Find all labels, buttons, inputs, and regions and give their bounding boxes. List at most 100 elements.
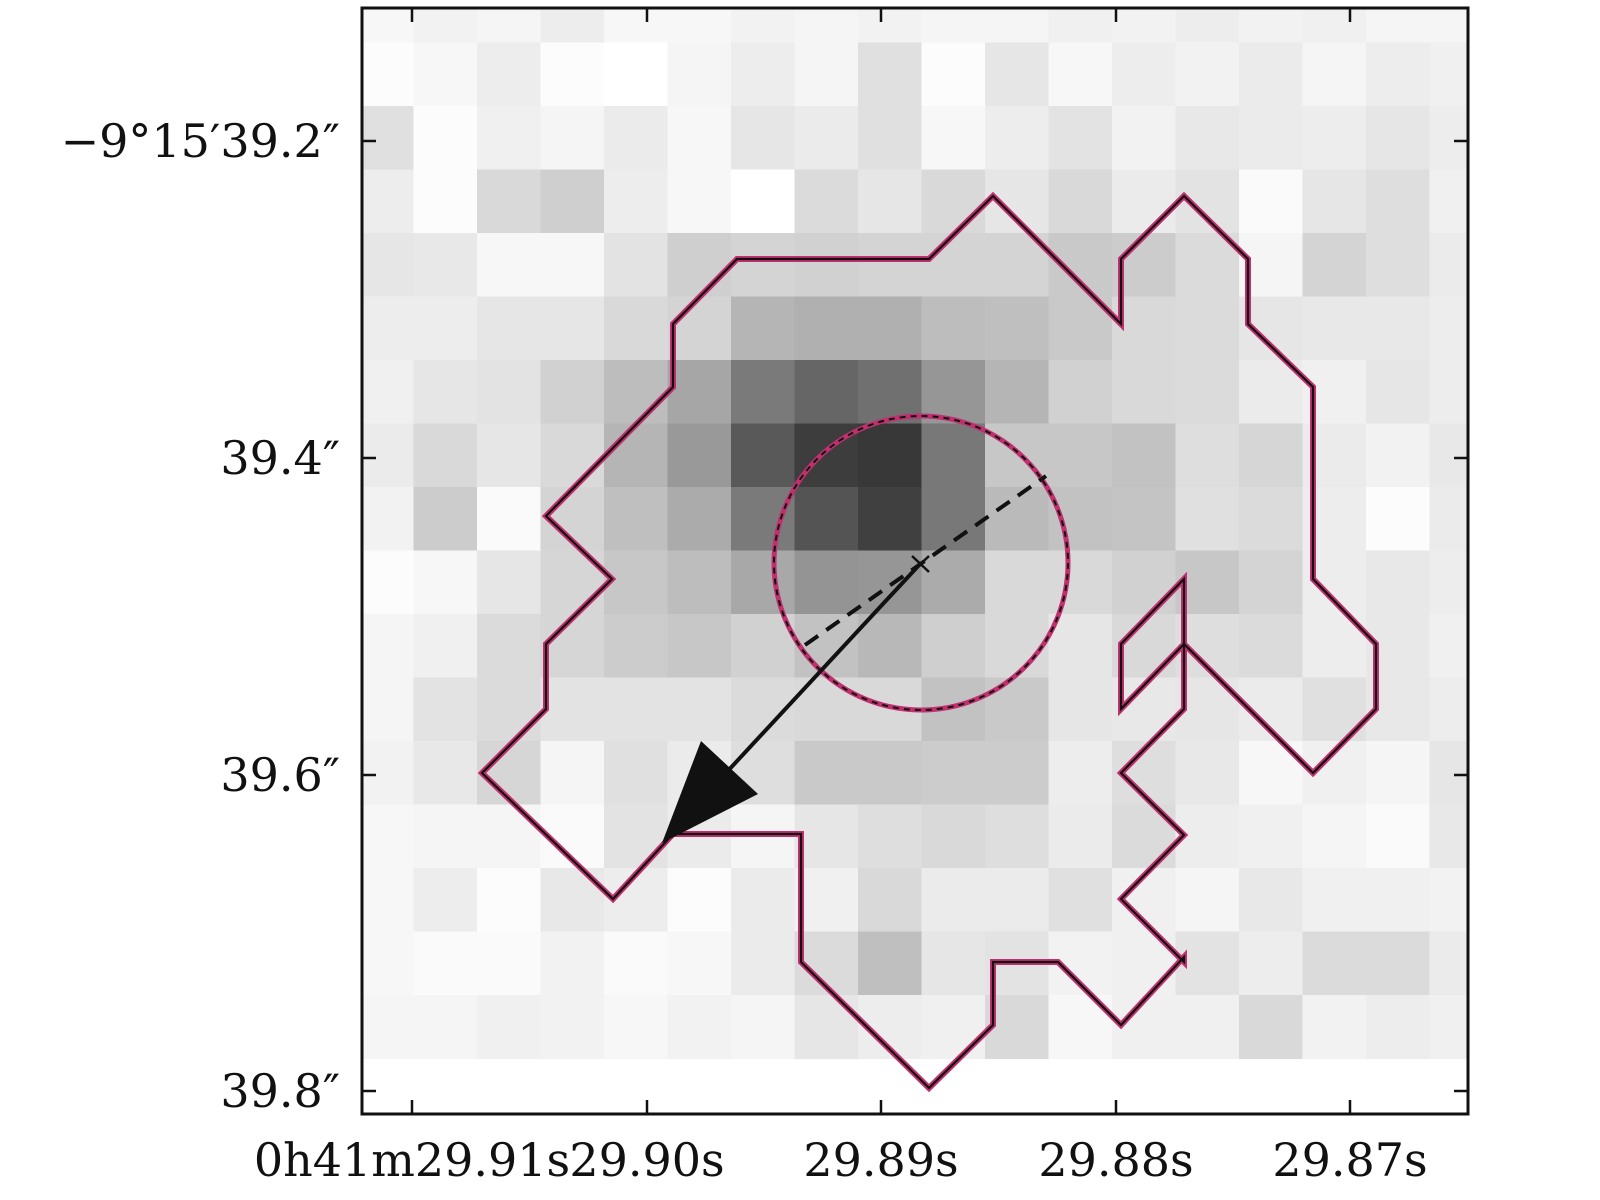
image-pixel — [540, 677, 605, 742]
image-pixel — [858, 550, 923, 615]
image-pixel — [794, 995, 859, 1060]
image-pixel — [1366, 233, 1431, 298]
image-pixel — [1302, 42, 1367, 107]
y-tick-label-0: −9°15′39.2″ — [61, 114, 340, 168]
image-pixel — [1429, 804, 1468, 869]
image-pixel — [1366, 106, 1431, 171]
image-pixel — [731, 169, 796, 234]
image-pixel — [1366, 550, 1431, 615]
image-pixel — [604, 550, 669, 615]
image-pixel — [731, 931, 796, 996]
image-pixel — [1366, 931, 1431, 996]
image-pixel — [1429, 106, 1468, 171]
y-tick-label-2: 39.6″ — [220, 748, 340, 802]
image-pixel — [985, 360, 1050, 425]
image-pixel — [985, 8, 1050, 44]
direction-arrow — [662, 561, 923, 843]
image-pixel — [540, 106, 605, 171]
image-pixel — [921, 423, 986, 488]
image-pixel — [604, 487, 669, 552]
image-pixel — [858, 614, 923, 679]
image-pixel — [1429, 423, 1468, 488]
image-pixel — [921, 931, 986, 996]
image-pixel — [858, 42, 923, 107]
image-pixel — [413, 550, 478, 615]
image-pixel — [731, 423, 796, 488]
image-pixel — [731, 487, 796, 552]
image-pixel — [1429, 233, 1468, 298]
image-pixel — [667, 8, 732, 44]
image-pixel — [858, 169, 923, 234]
image-pixel — [1239, 614, 1304, 679]
direction-arrow-shaft — [723, 561, 923, 776]
image-pixel — [1429, 741, 1468, 806]
image-pixel — [1429, 296, 1468, 361]
image-pixel — [1239, 804, 1304, 869]
image-pixel — [858, 423, 923, 488]
image-pixel — [794, 8, 859, 44]
image-pixel — [477, 931, 542, 996]
image-pixel — [540, 42, 605, 107]
image-pixel — [794, 360, 859, 425]
image-pixel — [1048, 804, 1113, 869]
image-pixel — [1048, 42, 1113, 107]
image-pixel — [1239, 487, 1304, 552]
image-pixel — [858, 931, 923, 996]
image-pixel — [921, 296, 986, 361]
image-pixel — [1175, 868, 1240, 933]
image-pixel — [413, 360, 478, 425]
image-pixel — [731, 868, 796, 933]
image-pixel — [540, 233, 605, 298]
image-pixel — [477, 868, 542, 933]
image-pixel — [794, 42, 859, 107]
image-pixel — [1239, 8, 1304, 44]
image-pixel — [540, 614, 605, 679]
image-pixel — [413, 741, 478, 806]
image-pixel — [540, 931, 605, 996]
x-tick-label-2: 29.89s — [803, 1133, 958, 1187]
image-pixel — [731, 42, 796, 107]
image-pixel — [985, 868, 1050, 933]
image-pixel — [477, 233, 542, 298]
image-pixel — [413, 804, 478, 869]
image-pixel — [731, 550, 796, 615]
image-pixel — [1366, 487, 1431, 552]
image-pixel — [1048, 106, 1113, 171]
image-pixel — [413, 931, 478, 996]
image-pixel — [1302, 995, 1367, 1060]
image-pixel — [362, 931, 415, 996]
aperture-circle — [771, 413, 1071, 713]
image-pixel — [1048, 360, 1113, 425]
aperture-circle-inner — [773, 415, 1069, 711]
image-pixel — [1175, 8, 1240, 44]
image-pixel — [362, 741, 415, 806]
image-pixel — [413, 42, 478, 107]
segmentation-contour — [477, 191, 1379, 1093]
image-pixel — [477, 995, 542, 1060]
image-pixel — [794, 741, 859, 806]
image-pixel — [667, 296, 732, 361]
image-pixel — [540, 741, 605, 806]
image-pixel — [667, 423, 732, 488]
image-pixel — [1048, 169, 1113, 234]
image-pixel — [604, 360, 669, 425]
image-pixel — [1429, 550, 1468, 615]
image-pixel — [413, 106, 478, 171]
image-pixel — [1302, 106, 1367, 171]
image-pixel — [413, 614, 478, 679]
image-pixel — [858, 296, 923, 361]
image-pixel — [1429, 995, 1468, 1060]
image-pixel — [1112, 360, 1177, 425]
image-pixel — [1366, 169, 1431, 234]
image-pixel — [1175, 741, 1240, 806]
image-pixel — [1239, 423, 1304, 488]
image-pixel — [921, 233, 986, 298]
image-pixel — [1112, 487, 1177, 552]
image-pixel — [1048, 868, 1113, 933]
image-pixel — [413, 677, 478, 742]
image-pixel — [858, 804, 923, 869]
y-ticks — [362, 139, 1468, 1093]
image-pixel — [667, 487, 732, 552]
image-pixel — [858, 487, 923, 552]
image-pixel — [1429, 487, 1468, 552]
